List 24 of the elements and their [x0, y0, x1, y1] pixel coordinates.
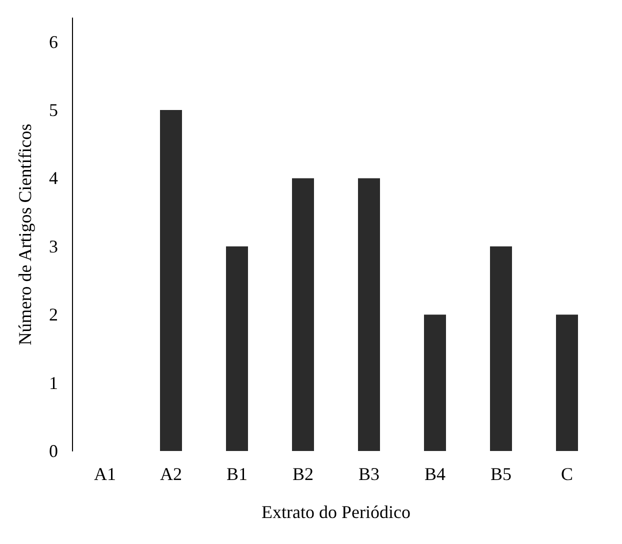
x-tick-label: B4 — [424, 464, 446, 484]
bar — [556, 314, 578, 451]
y-tick-label: 1 — [49, 372, 58, 393]
y-tick-label: 4 — [49, 168, 58, 188]
x-tick-label: B5 — [490, 464, 512, 484]
bar — [490, 246, 512, 451]
y-axis-title: Número de Artigos Científicos — [15, 124, 35, 346]
y-tick-label: 2 — [49, 304, 58, 325]
x-axis-title: Extrato do Periódico — [262, 502, 410, 522]
x-tick-label: B3 — [358, 464, 380, 484]
bar — [424, 314, 446, 451]
y-tick-label: 0 — [49, 441, 58, 461]
bar — [292, 178, 314, 451]
x-tick-label: C — [560, 464, 574, 484]
y-tick-label: 6 — [49, 32, 58, 52]
y-tick-label: 3 — [49, 236, 58, 256]
x-tick-label: B1 — [226, 464, 248, 484]
y-tick-label: 5 — [49, 100, 58, 120]
bar — [160, 110, 182, 451]
x-tick-label: A2 — [160, 464, 182, 484]
x-tick-label: A1 — [94, 464, 116, 484]
bar — [226, 246, 248, 451]
x-tick-label: B2 — [292, 464, 314, 484]
bar — [358, 178, 380, 451]
